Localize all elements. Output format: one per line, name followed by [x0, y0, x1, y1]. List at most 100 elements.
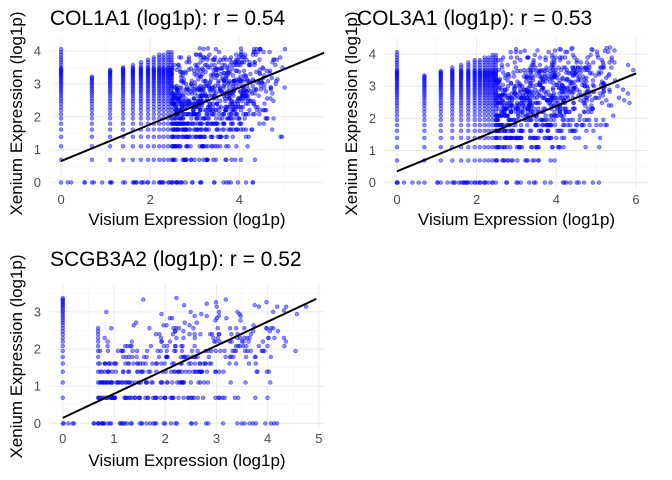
data-point	[95, 335, 101, 341]
data-point	[616, 95, 622, 101]
data-point	[213, 116, 219, 121]
data-point	[174, 134, 179, 140]
data-point	[606, 72, 612, 77]
data-point	[261, 49, 266, 55]
data-point	[422, 145, 427, 150]
data-point	[212, 180, 217, 185]
data-point	[205, 46, 211, 51]
data-point	[161, 127, 166, 132]
data-point	[482, 113, 487, 118]
data-point	[237, 311, 242, 317]
data-point	[138, 107, 144, 113]
data-point	[191, 96, 197, 101]
data-point	[179, 180, 185, 185]
data-point	[138, 144, 144, 149]
data-point	[123, 361, 128, 366]
data-point	[97, 361, 103, 366]
data-point	[239, 60, 245, 65]
data-point	[450, 158, 455, 163]
data-point	[243, 127, 249, 132]
data-point	[269, 75, 274, 81]
data-point	[490, 180, 495, 185]
data-point	[151, 421, 156, 426]
data-point	[199, 121, 204, 126]
data-point	[105, 339, 110, 344]
data-point	[615, 83, 620, 89]
data-point	[548, 68, 553, 74]
data-point	[496, 87, 501, 92]
data-point	[253, 361, 259, 366]
data-point	[535, 48, 540, 53]
data-point	[612, 60, 617, 65]
data-point	[200, 395, 206, 400]
data-point	[518, 68, 523, 74]
data-point	[536, 135, 541, 141]
data-point	[106, 369, 111, 374]
data-point	[107, 93, 113, 99]
data-point	[536, 128, 542, 134]
data-point	[236, 395, 241, 400]
data-point	[213, 395, 218, 400]
data-point	[557, 91, 562, 96]
data-point	[228, 180, 234, 185]
data-point	[228, 111, 234, 117]
data-point	[60, 380, 65, 385]
data-point	[394, 106, 400, 111]
data-point	[224, 73, 229, 78]
data-point	[554, 135, 559, 141]
data-point	[230, 121, 236, 126]
data-point	[214, 121, 220, 126]
data-point	[151, 111, 157, 117]
data-point	[120, 111, 126, 117]
data-point	[499, 113, 504, 118]
data-point	[151, 57, 157, 62]
data-point	[151, 144, 157, 149]
data-point	[89, 81, 95, 87]
data-point	[138, 81, 144, 87]
data-point	[206, 83, 212, 89]
data-point	[192, 91, 198, 96]
data-point	[235, 421, 240, 426]
data-point	[505, 62, 510, 68]
data-point	[450, 70, 455, 75]
data-point	[500, 122, 505, 128]
data-point	[477, 113, 482, 118]
data-point	[245, 101, 251, 106]
data-point	[567, 117, 573, 123]
data-point	[494, 103, 500, 108]
x-tick-label: 0	[393, 192, 400, 207]
data-point	[590, 78, 596, 83]
data-point	[568, 180, 573, 185]
panel-title: SCGB3A2 (log1p): r = 0.52	[50, 248, 302, 271]
data-point	[253, 395, 258, 400]
data-point	[60, 354, 65, 360]
data-point	[197, 361, 203, 366]
data-point	[568, 122, 573, 128]
data-point	[169, 316, 175, 321]
data-point	[252, 87, 257, 92]
data-point	[173, 329, 178, 334]
y-tick-label: 3	[34, 304, 41, 319]
data-point	[161, 111, 166, 117]
data-point	[193, 52, 199, 57]
data-point	[223, 57, 229, 62]
data-point	[176, 369, 182, 374]
data-point	[202, 380, 207, 385]
data-point	[211, 157, 216, 163]
data-point	[199, 180, 204, 185]
data-point	[507, 103, 512, 108]
data-point	[109, 326, 114, 331]
data-point	[60, 339, 65, 344]
data-point	[450, 65, 455, 70]
data-point	[120, 144, 126, 149]
data-point	[211, 111, 217, 117]
data-point	[205, 144, 211, 149]
data-point	[201, 46, 206, 52]
data-point	[178, 85, 184, 90]
data-point	[130, 111, 136, 117]
data-point	[253, 421, 259, 426]
data-point	[186, 361, 192, 366]
data-point	[174, 295, 179, 301]
regression-line	[60, 51, 325, 163]
data-point	[268, 354, 274, 360]
